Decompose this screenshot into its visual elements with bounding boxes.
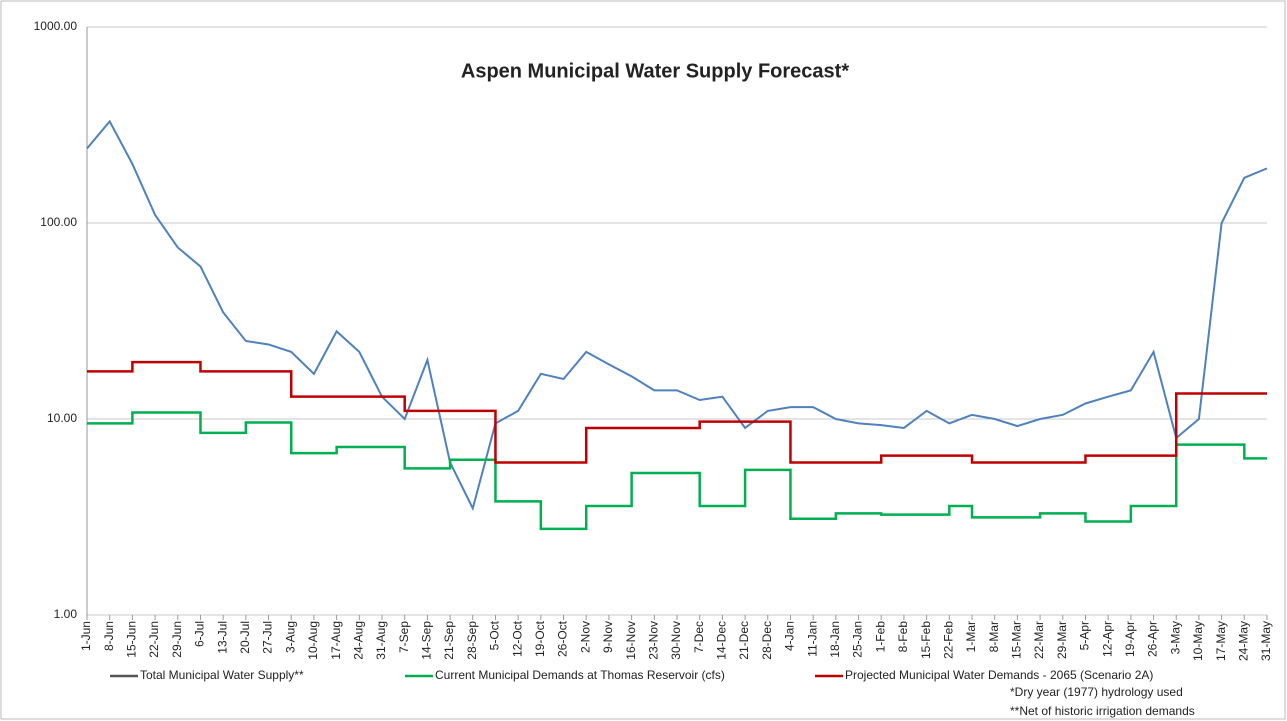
x-tick-label: 15-Jun bbox=[125, 621, 139, 658]
x-tick-label: 19-Apr bbox=[1123, 621, 1137, 657]
x-tick-label: 6-Jul bbox=[193, 621, 207, 647]
x-tick-label: 13-Jul bbox=[215, 621, 229, 654]
x-tick-label: 25-Jan bbox=[851, 621, 865, 658]
x-tick-label: 26-Apr bbox=[1146, 621, 1160, 657]
x-tick-label: 26-Oct bbox=[556, 620, 570, 657]
y-tick-label: 1.00 bbox=[54, 607, 78, 621]
x-tick-label: 28-Sep bbox=[465, 621, 479, 660]
y-tick-label: 10.00 bbox=[47, 411, 77, 425]
x-tick-label: 30-Nov bbox=[669, 621, 683, 660]
x-tick-label: 28-Dec bbox=[760, 621, 774, 660]
chart-title: Aspen Municipal Water Supply Forecast* bbox=[461, 60, 849, 82]
x-tick-label: 14-Dec bbox=[715, 621, 729, 660]
x-tick-label: 12-Apr bbox=[1100, 621, 1114, 657]
x-tick-label: 12-Oct bbox=[510, 620, 524, 657]
x-tick-label: 24-May bbox=[1236, 621, 1250, 661]
x-tick-label: 8-Jun bbox=[102, 621, 116, 651]
x-tick-label: 1-Feb bbox=[873, 621, 887, 653]
x-tick-label: 31-May bbox=[1259, 621, 1273, 661]
y-tick-label: 100.00 bbox=[40, 215, 77, 229]
x-tick-label: 17-May bbox=[1214, 621, 1228, 661]
x-tick-label: 7-Dec bbox=[692, 621, 706, 653]
x-tick-label: 10-May bbox=[1191, 621, 1205, 661]
x-tick-label: 8-Mar bbox=[987, 621, 1001, 652]
x-tick-label: 9-Nov bbox=[601, 621, 615, 653]
y-tick-label: 1000.00 bbox=[34, 19, 78, 33]
legend-label: Projected Municipal Water Demands - 2065… bbox=[845, 668, 1153, 682]
x-tick-label: 22-Feb bbox=[941, 621, 955, 659]
x-tick-label: 21-Sep bbox=[442, 621, 456, 660]
x-tick-label: 1-Mar bbox=[964, 621, 978, 652]
footnote: *Dry year (1977) hydrology used bbox=[1010, 685, 1183, 699]
x-tick-label: 8-Feb bbox=[896, 621, 910, 653]
x-tick-label: 5-Apr bbox=[1078, 621, 1092, 650]
series-line bbox=[87, 411, 1267, 531]
x-tick-label: 2-Nov bbox=[578, 621, 592, 653]
x-tick-label: 15-Mar bbox=[1010, 621, 1024, 659]
x-tick-label: 5-Oct bbox=[488, 620, 502, 650]
x-tick-label: 14-Sep bbox=[420, 621, 434, 660]
series-line bbox=[86, 119, 1268, 512]
x-tick-label: 19-Oct bbox=[533, 620, 547, 657]
x-tick-label: 27-Jul bbox=[261, 621, 275, 654]
x-tick-label: 17-Aug bbox=[329, 621, 343, 660]
footnote: **Net of historic irrigation demands bbox=[1010, 704, 1195, 718]
series-line bbox=[87, 360, 1267, 464]
x-tick-label: 16-Nov bbox=[624, 621, 638, 660]
x-tick-label: 20-Jul bbox=[238, 621, 252, 654]
x-tick-label: 29-Mar bbox=[1055, 621, 1069, 659]
x-tick-label: 4-Jan bbox=[783, 621, 797, 651]
x-tick-label: 21-Dec bbox=[737, 621, 751, 660]
x-tick-label: 10-Aug bbox=[306, 621, 320, 660]
x-tick-label: 29-Jun bbox=[170, 621, 184, 658]
x-tick-label: 15-Feb bbox=[919, 621, 933, 659]
legend-label: Total Municipal Water Supply** bbox=[140, 668, 304, 682]
x-tick-label: 23-Nov bbox=[646, 621, 660, 660]
x-tick-label: 11-Jan bbox=[805, 621, 819, 657]
x-tick-label: 7-Sep bbox=[397, 621, 411, 653]
x-tick-label: 31-Aug bbox=[374, 621, 388, 660]
x-tick-label: 3-May bbox=[1168, 621, 1182, 654]
x-tick-label: 22-Jun bbox=[147, 621, 161, 658]
x-tick-label: 1-Jun bbox=[79, 621, 93, 651]
legend-label: Current Municipal Demands at Thomas Rese… bbox=[435, 668, 725, 682]
x-tick-label: 24-Aug bbox=[351, 621, 365, 660]
x-tick-label: 3-Aug bbox=[283, 621, 297, 653]
x-tick-label: 18-Jan bbox=[828, 621, 842, 658]
x-tick-label: 22-Mar bbox=[1032, 621, 1046, 659]
